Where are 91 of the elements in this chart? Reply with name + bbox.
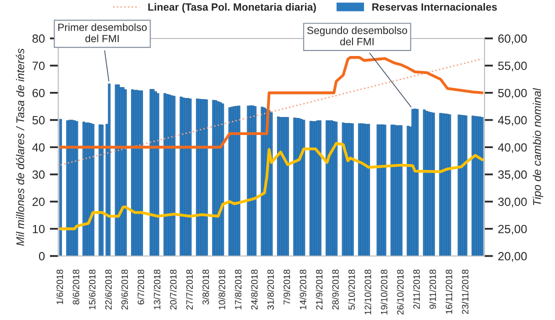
bar bbox=[66, 120, 69, 256]
bar bbox=[448, 114, 452, 256]
annotation: Primer desembolso del FMI bbox=[58, 23, 147, 42]
bar bbox=[384, 124, 386, 256]
y2-tick-label: 25,00 bbox=[498, 224, 527, 235]
x-tick-label: 23/11/2018 bbox=[462, 270, 468, 314]
bar bbox=[131, 89, 134, 256]
legend-label: Reservas Internacionales bbox=[372, 3, 497, 11]
bar bbox=[432, 112, 435, 256]
line-series bbox=[59, 142, 484, 230]
bar bbox=[302, 120, 306, 256]
bar bbox=[326, 120, 328, 256]
x-tick-label: 9/11/2018 bbox=[429, 270, 436, 309]
y-tick-label: 60 bbox=[32, 88, 45, 98]
y2-tick-label: 45,00 bbox=[498, 116, 527, 126]
y-tick-label: 50 bbox=[32, 116, 45, 124]
x-tick-label: 1/6/2018 bbox=[56, 270, 64, 304]
bar bbox=[439, 112, 442, 256]
x-tick-label: 2/11/2018 bbox=[413, 270, 420, 309]
x-tick-label: 17/8/2018 bbox=[234, 270, 242, 310]
x-tick-label: 20/7/2018 bbox=[170, 270, 177, 310]
x-tick-label: 15/6/2018 bbox=[88, 270, 96, 310]
bar bbox=[458, 114, 460, 256]
bar bbox=[156, 93, 160, 256]
y-tick-label: 40 bbox=[32, 143, 45, 152]
bar bbox=[270, 112, 273, 256]
bar bbox=[172, 96, 176, 256]
y2-tick-label: 30,00 bbox=[498, 198, 527, 208]
x-tick-label: 27/7/2018 bbox=[186, 270, 193, 310]
x-tick-label: 29/6/2018 bbox=[121, 270, 128, 310]
bar bbox=[98, 124, 102, 256]
bar bbox=[124, 89, 127, 256]
bar bbox=[150, 89, 152, 256]
bar bbox=[351, 123, 354, 256]
x-tick-label: 16/11/2018 bbox=[445, 270, 452, 314]
bar bbox=[59, 118, 62, 256]
y-tick-label: 80 bbox=[32, 34, 45, 43]
x-tick-label: 14/9/2018 bbox=[300, 270, 306, 310]
x-tick-label: 10/8/2018 bbox=[218, 270, 226, 310]
bar bbox=[406, 126, 410, 256]
y2-tick-label: 35,00 bbox=[498, 170, 527, 180]
bar bbox=[286, 117, 289, 256]
x-tick-label: 5/10/2018 bbox=[348, 270, 355, 310]
x-tick-label: 6/7/2018 bbox=[137, 270, 144, 304]
x-tick-label: 22/6/2018 bbox=[104, 270, 112, 310]
bar bbox=[238, 106, 240, 256]
bar bbox=[260, 106, 264, 256]
bar bbox=[254, 106, 256, 256]
x-tick-label: 28/9/2018 bbox=[332, 270, 339, 310]
bar bbox=[92, 124, 94, 256]
bar bbox=[416, 108, 419, 256]
bar bbox=[318, 120, 322, 256]
bar bbox=[376, 124, 380, 256]
x-tick-label: 19/10/2018 bbox=[380, 270, 388, 314]
y-tick-label: 10 bbox=[32, 224, 45, 234]
x-tick-label: 31/8/2018 bbox=[267, 270, 274, 310]
x-tick-label: 8/6/2018 bbox=[72, 270, 80, 304]
bar bbox=[212, 100, 215, 256]
bar bbox=[100, 124, 104, 256]
y2-tick-label: 60,00 bbox=[498, 34, 527, 44]
y2-tick-label: 40,00 bbox=[498, 143, 527, 153]
bar bbox=[293, 118, 296, 256]
bar bbox=[480, 117, 484, 256]
x-tick-label: 26/10/2018 bbox=[396, 270, 404, 315]
bar bbox=[358, 123, 361, 256]
bar bbox=[205, 99, 208, 256]
y-tick-label: 0 bbox=[38, 252, 45, 260]
y2-axis-title: Tipo de cambio nominal bbox=[532, 88, 544, 206]
y2-tick-label: 55,00 bbox=[498, 62, 527, 72]
bar bbox=[189, 98, 192, 256]
legend-label: Linear (Tasa Pol. Monetaria diaria) bbox=[148, 3, 316, 13]
x-tick-label: 7/9/2018 bbox=[283, 270, 290, 304]
y2-tick-label: 50,00 bbox=[498, 88, 527, 99]
x-tick-label: 24/8/2018 bbox=[250, 270, 258, 310]
annotation: Segundo desembolso del FMI bbox=[307, 26, 408, 46]
bar bbox=[108, 84, 111, 256]
y2-tick-label: 20,00 bbox=[498, 252, 527, 262]
bar bbox=[334, 122, 338, 256]
y-tick-label: 70 bbox=[32, 62, 45, 70]
x-tick-label: 21/9/2018 bbox=[316, 270, 323, 310]
line-series bbox=[59, 56, 484, 149]
y-axis-title: Mil millones de dólares / Tasa de interés bbox=[16, 48, 24, 246]
bar bbox=[472, 116, 474, 256]
y-tick-label: 30 bbox=[32, 170, 45, 179]
y-tick-label: 20 bbox=[32, 198, 45, 206]
bar bbox=[180, 96, 182, 256]
bar bbox=[75, 121, 78, 256]
bar bbox=[464, 115, 468, 256]
x-tick-label: 12/10/2018 bbox=[364, 270, 372, 314]
x-tick-label: 3/8/2018 bbox=[202, 270, 209, 305]
x-tick-label: 13/7/2018 bbox=[154, 270, 160, 310]
